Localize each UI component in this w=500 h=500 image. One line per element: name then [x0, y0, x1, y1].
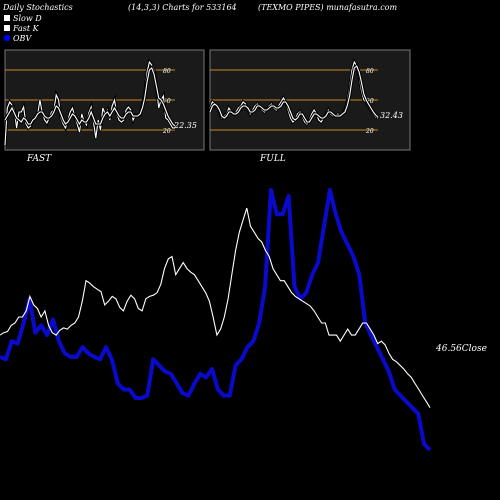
full-level-label-80: 80: [366, 68, 374, 75]
fast-level-label-50: 50: [163, 98, 171, 105]
fast-stochastic-lines: [3, 58, 177, 146]
full-last-value: 32.43: [380, 111, 403, 120]
full-stochastic-lines: [208, 58, 380, 127]
fast-level-label-20: 20: [162, 128, 171, 135]
legend-swatch-obv: [3, 34, 11, 42]
obv-close-lines: [0, 188, 432, 452]
legend-swatch-slow-d: [4, 15, 10, 21]
fast-last-value: 22.35: [173, 121, 197, 130]
close-last-value: 46.56Close: [435, 344, 487, 354]
legend-swatch-fast-k: [4, 25, 10, 31]
legend-label-obv: OBV: [13, 34, 32, 43]
legend-label-slow-d: Slow D: [13, 14, 42, 23]
chart-company-site: (TEXMO PIPES) munafasutra.com: [258, 3, 397, 12]
full-level-label-20: 20: [365, 128, 374, 135]
full-stochastic-panel: 20 50 80 32.43 FULL: [208, 49, 411, 164]
fast-level-label-80: 80: [163, 68, 171, 75]
fast-level-lines: 20 50 80: [5, 68, 175, 135]
chart-params: (14,3,3) Charts for 533164: [128, 3, 237, 12]
full-series-1-line: [209, 65, 379, 123]
chart-title: Daily Stochastics: [2, 3, 73, 12]
fast-stochastic-panel: 20 50 80 22.35 FAST: [3, 49, 205, 164]
full-level-label-50: 50: [366, 98, 374, 105]
legend-label-fast-k: Fast K: [12, 24, 40, 33]
obv-close-panel: 46.56Close: [0, 188, 487, 452]
fast-panel-title: FAST: [26, 154, 52, 164]
close-price-line: [0, 207, 431, 408]
legend: Slow D Fast K OBV: [3, 14, 42, 43]
full-panel-title: FULL: [259, 154, 286, 164]
obv-line: [0, 188, 432, 452]
fast-series-1-line: [4, 67, 176, 127]
